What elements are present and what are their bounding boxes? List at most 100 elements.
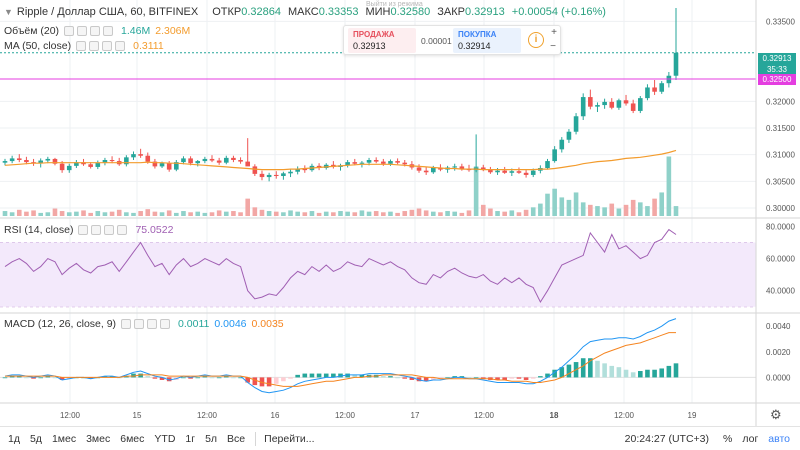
ma-legend: MA (50, close) 0.3111 <box>0 38 164 54</box>
volume-bar <box>545 193 550 216</box>
goto-button[interactable]: Перейти... <box>264 432 315 445</box>
volume-bar <box>259 209 265 216</box>
close-icon[interactable] <box>104 225 115 235</box>
histogram-bar <box>616 367 622 378</box>
histogram-bar <box>24 377 29 379</box>
candle-body <box>616 100 622 108</box>
volume-bar <box>566 199 572 216</box>
candle-body <box>352 162 358 164</box>
buy-button[interactable]: ПОКУПКА 0.32914 <box>453 28 521 53</box>
histogram-bar <box>159 377 165 380</box>
candle-body <box>630 103 636 111</box>
close-icon[interactable] <box>147 319 158 329</box>
rsi-line <box>4 228 677 304</box>
more-icon[interactable] <box>160 319 171 329</box>
more-icon[interactable] <box>117 225 128 235</box>
histogram-bar <box>216 377 222 379</box>
price-axis-label: 0.30500 <box>766 177 795 186</box>
collapse-icon[interactable]: ▼ <box>4 7 13 17</box>
low-value: 0.32580 <box>390 6 431 18</box>
settings-icon[interactable] <box>77 26 88 36</box>
macd-name[interactable]: MACD (12, 26, close, 9) <box>4 318 117 330</box>
eye-icon[interactable] <box>64 26 75 36</box>
gear-icon[interactable]: ⚙ <box>770 407 782 422</box>
histogram-bar <box>152 377 158 379</box>
histogram-bar <box>281 377 286 382</box>
candle-body <box>416 167 422 171</box>
histogram-bar <box>109 376 115 378</box>
rsi-name[interactable]: RSI (14, close) <box>4 224 74 236</box>
time-axis-label: 16 <box>271 411 280 420</box>
settings-icon[interactable] <box>91 225 102 235</box>
timeframe-5y[interactable]: 5л <box>205 432 218 445</box>
candle-body <box>9 158 15 162</box>
eye-icon[interactable] <box>78 225 89 235</box>
histogram-bar <box>381 376 386 378</box>
candle-body <box>652 87 657 92</box>
auto-toggle[interactable]: авто <box>768 432 790 445</box>
candle-body <box>366 160 372 163</box>
eye-icon[interactable] <box>76 41 87 51</box>
candle-body <box>209 158 215 161</box>
volume-bar <box>59 211 65 216</box>
candle-body <box>423 170 429 173</box>
close-icon[interactable] <box>90 26 101 36</box>
time-axis-label: 18 <box>550 411 559 420</box>
rsi-band <box>0 242 756 307</box>
buy-sell-panel: ПРОДАЖА 0.32913 0.00001 ПОКУПКА 0.32914 … <box>343 25 561 55</box>
info-icon[interactable]: i <box>528 32 544 48</box>
sell-label: ПРОДАЖА <box>353 30 395 39</box>
histogram-bar <box>124 376 129 378</box>
log-toggle[interactable]: лог <box>742 432 759 445</box>
expand-button[interactable]: + <box>551 27 557 38</box>
time-axis-label: 12:00 <box>335 411 356 420</box>
macd-axis-label: 0.0020 <box>766 348 791 357</box>
volume-bar <box>430 211 436 216</box>
candle-body <box>452 166 458 168</box>
collapse-button[interactable]: − <box>550 41 556 52</box>
macd-value: 0.0046 <box>214 318 247 330</box>
volume-bar <box>423 210 429 216</box>
chart-canvas[interactable]: 0.33500 0.32000 0.31500 0.31000 0.30500 0.300… <box>0 0 800 426</box>
settings-icon[interactable] <box>134 319 145 329</box>
volume-bar <box>673 206 679 216</box>
volume-bar <box>602 207 607 216</box>
timeframe-ytd[interactable]: YTD <box>154 432 176 445</box>
histogram-bar <box>245 377 251 383</box>
candle-body <box>580 97 586 117</box>
volume-bar <box>381 212 386 216</box>
timeframe-1m[interactable]: 1мес <box>51 432 77 445</box>
settings-icon[interactable] <box>89 41 100 51</box>
more-icon[interactable] <box>103 26 114 36</box>
histogram-bar <box>545 373 550 378</box>
volume-bar <box>66 212 72 216</box>
sell-button[interactable]: ПРОДАЖА 0.32913 <box>348 28 416 53</box>
timeframe-6m[interactable]: 6мес <box>120 432 145 445</box>
eye-icon[interactable] <box>121 319 132 329</box>
buy-label: ПОКУПКА <box>458 30 497 39</box>
candle-body <box>495 170 500 173</box>
histogram-bar <box>495 377 500 380</box>
histogram-bar <box>502 377 507 380</box>
candle-body <box>181 158 186 163</box>
alert-price-tag[interactable]: 0.32500 <box>758 74 796 85</box>
ma-name[interactable]: MA (50, close) <box>4 40 72 52</box>
macd-axis-label: 0.0000 <box>766 373 791 382</box>
volume-bar <box>195 211 201 216</box>
timeframe-1d[interactable]: 1д <box>8 432 20 445</box>
percent-toggle[interactable]: % <box>723 432 733 445</box>
volume-bar <box>466 210 472 216</box>
volume-name[interactable]: Объём (20) <box>4 25 60 37</box>
timeframe-3m[interactable]: 3мес <box>86 432 111 445</box>
more-icon[interactable] <box>115 41 126 51</box>
close-icon[interactable] <box>102 41 113 51</box>
histogram-bar <box>409 377 415 380</box>
rsi-legend: RSI (14, close) 75.0522 <box>0 222 173 238</box>
symbol-title[interactable]: Ripple / Доллар США, 60, BITFINEX <box>16 6 199 18</box>
candlesticks[interactable] <box>2 8 679 182</box>
candle-body <box>38 160 43 164</box>
timeframe-5d[interactable]: 5д <box>29 432 42 445</box>
timeframe-1y[interactable]: 1г <box>185 432 196 445</box>
volume-bar <box>595 206 600 216</box>
timeframe-all[interactable]: Все <box>227 432 246 445</box>
